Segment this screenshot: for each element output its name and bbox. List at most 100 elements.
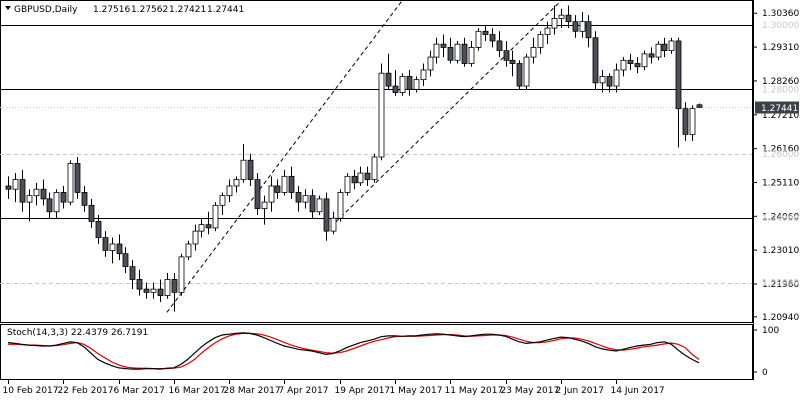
candle bbox=[330, 211, 337, 235]
candle-body-bull bbox=[641, 53, 648, 68]
x-tick-label: 2 Jun 2017 bbox=[556, 386, 604, 396]
candle-body-bear bbox=[509, 59, 516, 64]
candle-body-bear bbox=[295, 192, 302, 203]
candle bbox=[226, 179, 233, 203]
candle bbox=[634, 57, 641, 74]
candle bbox=[620, 57, 627, 77]
candle bbox=[102, 231, 109, 257]
candle bbox=[81, 185, 88, 212]
candle-body-bear bbox=[565, 14, 572, 23]
candle-body-bear bbox=[385, 72, 392, 87]
candle bbox=[247, 153, 254, 186]
ohlc-high: 1.27562 bbox=[131, 5, 168, 15]
candle bbox=[475, 28, 482, 51]
y-tick-label: 1.24060 bbox=[762, 212, 799, 222]
candle-body-bear bbox=[5, 185, 12, 190]
candle-body-bull bbox=[454, 43, 461, 61]
candle-body-bull bbox=[613, 69, 620, 87]
candle-body-bull bbox=[468, 47, 475, 64]
candle-body-bull bbox=[579, 21, 586, 32]
candle bbox=[157, 279, 164, 303]
candle-body-bear bbox=[247, 159, 254, 180]
x-tick-label: 19 Apr 2017 bbox=[335, 386, 391, 396]
candle bbox=[74, 156, 81, 199]
stoch-axis: 100 0 bbox=[753, 326, 779, 378]
candle bbox=[406, 69, 413, 96]
candle-body-bear bbox=[122, 253, 129, 267]
ohlc-open: 1.27516 bbox=[93, 5, 130, 15]
candle-body-bull bbox=[164, 279, 171, 296]
y-tick-label: 1.29310 bbox=[762, 43, 799, 53]
candle bbox=[233, 176, 240, 193]
candle bbox=[219, 192, 226, 215]
candle bbox=[392, 69, 399, 96]
trend-channel bbox=[166, 0, 562, 313]
candle-body-bear bbox=[274, 185, 281, 193]
candle-body-bear bbox=[572, 21, 579, 32]
candle-body-bear bbox=[516, 63, 523, 87]
candle-body-bull bbox=[399, 76, 406, 93]
current-price-marker: 1.27441 bbox=[755, 101, 799, 114]
candle bbox=[26, 189, 33, 222]
candle bbox=[67, 160, 74, 206]
candle-body-bull bbox=[530, 47, 537, 58]
candle bbox=[254, 173, 261, 215]
candle-body-bear bbox=[102, 237, 109, 251]
candle-body-bull bbox=[281, 175, 288, 193]
stoch-plot-area[interactable] bbox=[0, 324, 753, 380]
candle-body-bull bbox=[198, 224, 205, 232]
candle-body-bear bbox=[351, 175, 358, 184]
candle bbox=[178, 253, 185, 296]
ohlc-close: 1.27441 bbox=[207, 5, 244, 15]
candle bbox=[171, 273, 178, 312]
x-tick-label: 14 Jun 2017 bbox=[611, 386, 665, 396]
x-tick-label: 22 Feb 2017 bbox=[58, 386, 114, 396]
y-tick-label: 1.28260 bbox=[762, 77, 799, 87]
candle bbox=[164, 273, 171, 299]
candle bbox=[185, 240, 192, 261]
candle-body-bear bbox=[60, 192, 67, 203]
candle-body-bear bbox=[19, 179, 26, 203]
y-tick-label: 1.30360 bbox=[762, 9, 799, 19]
candle bbox=[274, 179, 281, 199]
horizontal-levels bbox=[0, 25, 752, 284]
candle-body-bull bbox=[413, 79, 420, 90]
candle bbox=[572, 15, 579, 38]
candle bbox=[537, 31, 544, 54]
candle bbox=[240, 144, 247, 183]
candle bbox=[516, 60, 523, 90]
candle-body-bull bbox=[67, 163, 74, 203]
candle bbox=[364, 166, 371, 186]
dropdown-triangle-icon[interactable] bbox=[5, 6, 11, 10]
candle-body-bull bbox=[233, 179, 240, 187]
candle bbox=[440, 34, 447, 58]
candle bbox=[489, 28, 496, 48]
candle-body-bear bbox=[116, 243, 123, 255]
channel-line-1[interactable] bbox=[325, 0, 562, 233]
candle bbox=[641, 50, 648, 70]
level-label: 1.30000 bbox=[762, 21, 799, 31]
candle-body-bear bbox=[171, 279, 178, 293]
candle-body-bull bbox=[378, 72, 385, 158]
candle-body-bull bbox=[12, 179, 19, 190]
candle bbox=[205, 211, 212, 235]
candle-body-bull bbox=[33, 188, 40, 197]
candle-body-bull bbox=[668, 40, 675, 52]
candle-body-bear bbox=[129, 266, 136, 280]
candle bbox=[198, 218, 205, 238]
candle bbox=[337, 189, 344, 222]
candle-body-bull bbox=[26, 195, 33, 203]
candle-body-bull bbox=[212, 204, 219, 229]
candle bbox=[523, 53, 530, 90]
candle bbox=[268, 176, 275, 212]
candle-body-bull bbox=[337, 192, 344, 219]
candle bbox=[344, 173, 351, 196]
candle bbox=[689, 105, 696, 141]
candle bbox=[371, 153, 378, 183]
channel-line-0[interactable] bbox=[166, 0, 403, 313]
level-label: 1.26000 bbox=[762, 150, 799, 160]
candle-body-bear bbox=[364, 172, 371, 180]
candle bbox=[655, 40, 662, 61]
candle-body-bull bbox=[620, 59, 627, 71]
